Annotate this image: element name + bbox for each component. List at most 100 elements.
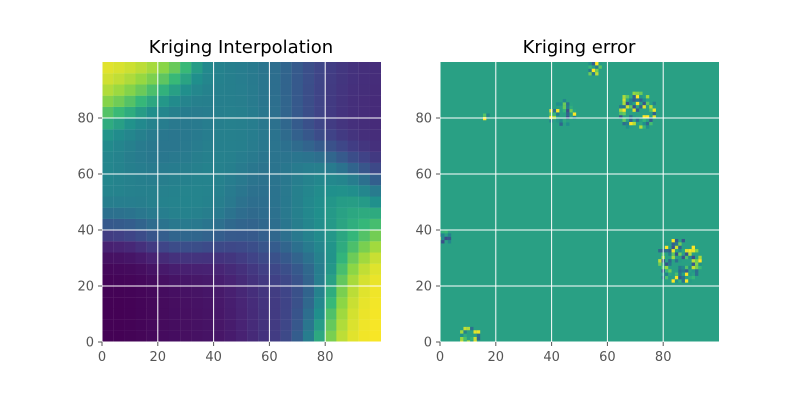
heatmap-cell [202,308,214,320]
error-noise-cell [635,95,640,99]
error-noise-cell [463,340,467,342]
heatmap-cell [213,218,225,231]
heatmap-cell [146,118,158,130]
heatmap-cell [280,140,292,152]
error-noise-cell [671,279,675,283]
heatmap-cell [180,218,192,231]
error-noise-cell [691,249,696,253]
error-noise-cell [476,336,481,341]
heatmap-cell [280,129,292,141]
heatmap-cell [213,73,225,85]
heatmap-cell [202,196,214,208]
heatmap-cell [235,319,248,331]
heatmap-cell [135,162,147,175]
heatmap-cell [124,185,136,197]
heatmap-cell [124,118,136,130]
x-tick-label: 0 [436,350,444,365]
heatmap-cell [369,151,381,163]
heatmap-cell [135,286,147,298]
heatmap-cell [157,129,170,141]
error-noise-cell [552,112,557,116]
heatmap-cell [291,330,304,342]
error-noise-cell [562,119,567,123]
error-noise-cell [635,108,640,112]
heatmap-cell [336,207,348,219]
heatmap-cell [280,241,292,253]
heatmap-cell [146,162,158,175]
heatmap-cell [291,297,304,309]
heatmap-cell [358,330,370,342]
heatmap-cell [168,241,181,253]
heatmap-cell [336,106,348,119]
error-noise-cell [595,68,599,73]
heatmap-cell [224,118,237,130]
heatmap-cell [235,330,248,342]
heatmap-cell [314,162,326,175]
heatmap-cell [302,230,315,242]
heatmap-cell [213,263,225,275]
heatmap-cell [269,297,281,309]
heatmap-cell [135,297,147,309]
heatmap-cell [269,274,281,287]
error-noise-cell [645,101,650,106]
heatmap-cell [302,174,315,186]
heatmap-cell [314,230,326,242]
error-noise-cell [678,245,682,250]
heatmap-cell [314,286,326,298]
heatmap-cell [269,151,281,163]
error-noise-cell [629,115,633,119]
error-noise-cell [688,255,692,260]
heatmap-cell [358,95,370,107]
heatmap-cell [258,174,270,186]
heatmap-cell [358,286,370,298]
heatmap-cell [135,73,147,85]
error-noise-cell [691,259,696,263]
y-tick-label: 0 [424,336,432,351]
heatmap-cell [224,140,237,152]
heatmap-cell [213,196,225,208]
heatmap-cell [124,174,136,186]
heatmap-cell [180,174,192,186]
heatmap-cell [258,118,270,130]
heatmap-cell [235,185,248,197]
error-noise-cell [642,118,646,122]
error-noise-cell [549,109,553,113]
error-noise-cell [622,111,626,116]
heatmap-cell [336,140,348,152]
heatmap-cell [180,230,192,242]
error-noise-cell [460,333,464,337]
heatmap-cell [213,106,225,119]
error-noise-cell [460,340,464,342]
heatmap-cell [302,274,315,287]
heatmap-cell [347,73,359,85]
heatmap-cell [202,185,214,197]
heatmap-cell [258,84,270,96]
heatmap-cell [224,162,237,175]
heatmap-cell [135,185,147,197]
heatmap-cell [224,73,237,85]
heatmap-cell [202,84,214,96]
error-noise-cell [684,249,689,253]
heatmap-cell [168,286,181,298]
heatmap-cell [291,106,304,119]
heatmap-cell [224,106,237,119]
heatmap-cell [347,174,359,186]
heatmap-cell [213,274,225,287]
heatmap-cell [135,196,147,208]
error-noise-cell [572,115,577,120]
heatmap-cell [102,207,114,219]
heatmap-cell [247,185,259,197]
error-noise-cell [698,262,702,266]
error-noise-cell [595,62,599,66]
heatmap-cell [258,274,270,287]
error-noise-cell [460,344,463,347]
heatmap-cell [291,230,304,242]
heatmap-cell [269,218,281,231]
heatmap-cell [291,129,304,141]
heatmap-cell [124,252,136,264]
heatmap-cell [224,174,237,186]
error-noise-cell [463,326,467,331]
error-noise-cell [441,236,445,241]
heatmap-cell [325,185,337,197]
heatmap-cell [191,274,203,287]
